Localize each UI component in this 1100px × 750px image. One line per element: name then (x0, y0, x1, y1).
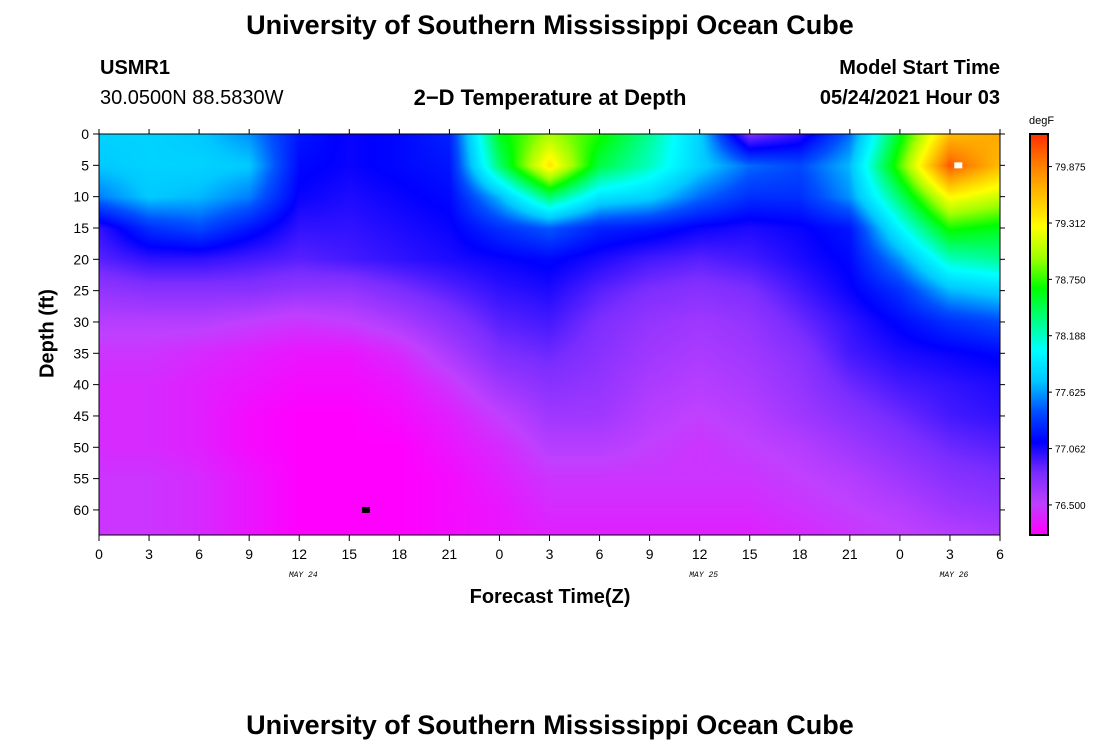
y-tick-label: 10 (73, 189, 89, 205)
page-title: University of Southern Mississippi Ocean… (246, 10, 854, 40)
y-tick-label: 35 (73, 345, 89, 361)
x-tick-label: 15 (341, 546, 357, 562)
y-tick-label: 40 (73, 377, 89, 393)
x-tick-label: 9 (646, 546, 654, 562)
x-axis-label: Forecast Time(Z) (469, 586, 631, 608)
y-tick-label: 5 (81, 157, 89, 173)
x-tick-label: 18 (392, 546, 408, 562)
station-coordinates: 30.0500N 88.5830W (100, 87, 284, 109)
model-start-label: Model Start Time (839, 57, 1000, 79)
x-tick-label: 3 (546, 546, 554, 562)
date-label: MAY 24 (289, 571, 318, 580)
station-id: USMR1 (100, 57, 171, 79)
y-tick-label: 60 (73, 502, 89, 518)
x-tick-label: 12 (692, 546, 708, 562)
colorbar-tick-label: 77.062 (1055, 445, 1086, 456)
x-tick-label: 21 (842, 546, 858, 562)
colorbar-tick-label: 78.188 (1055, 332, 1086, 343)
x-tick-label: 6 (996, 546, 1004, 562)
x-tick-label: 12 (291, 546, 307, 562)
x-tick-label: 21 (442, 546, 458, 562)
colorbar (1030, 134, 1048, 535)
x-tick-label: 18 (792, 546, 808, 562)
y-axis-label: Depth (ft) (36, 289, 59, 378)
x-tick-label: 0 (95, 546, 103, 562)
y-tick-label: 50 (73, 439, 89, 455)
colorbar-tick-label: 79.875 (1055, 163, 1086, 174)
x-tick-label: 6 (596, 546, 604, 562)
y-tick-label: 30 (73, 314, 89, 330)
y-tick-label: 25 (73, 283, 89, 299)
footer-title: University of Southern Mississippi Ocean… (246, 710, 854, 740)
y-tick-label: 55 (73, 471, 89, 487)
y-tick-label: 0 (81, 126, 89, 142)
x-tick-label: 0 (896, 546, 904, 562)
x-tick-label: 3 (145, 546, 153, 562)
y-tick-label: 20 (73, 251, 89, 267)
colorbar-unit: degF (1029, 115, 1055, 127)
x-tick-label: 15 (742, 546, 758, 562)
colorbar-tick-label: 77.625 (1055, 388, 1086, 399)
temperature-heatmap (99, 134, 1000, 535)
date-label: MAY 26 (940, 571, 969, 580)
x-tick-label: 3 (946, 546, 954, 562)
model-start-value: 05/24/2021 Hour 03 (819, 87, 1000, 109)
plot-title: 2−D Temperature at Depth (413, 85, 687, 110)
colorbar-tick-label: 79.312 (1055, 219, 1086, 230)
x-tick-label: 9 (245, 546, 253, 562)
date-label: MAY 25 (689, 571, 718, 580)
x-tick-label: 6 (195, 546, 203, 562)
x-tick-label: 0 (496, 546, 504, 562)
colorbar-tick-label: 76.500 (1055, 501, 1086, 512)
colorbar-tick-label: 78.750 (1055, 275, 1086, 286)
y-tick-label: 45 (73, 408, 89, 424)
y-tick-label: 15 (73, 220, 89, 236)
